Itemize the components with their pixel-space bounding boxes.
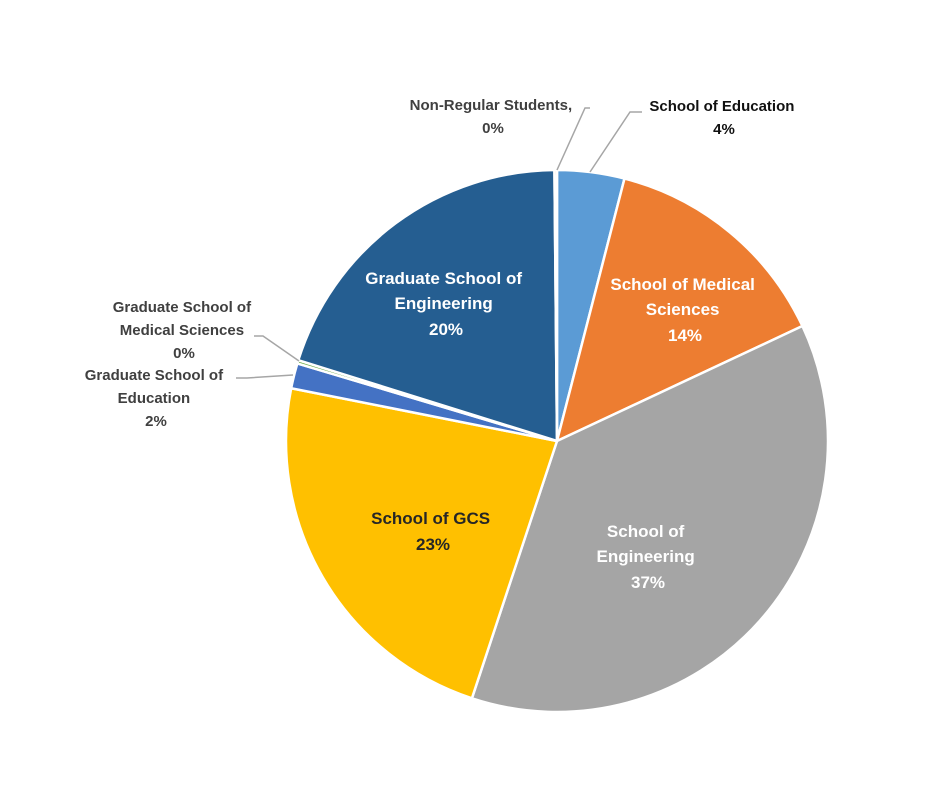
data-label-graduate-school-of-education: Graduate School of Education 2%	[85, 367, 228, 430]
data-label-school-of-gcs: School of GCS 23%	[371, 509, 495, 554]
leader-line-graduate-school-of-education	[236, 374, 294, 379]
pie-slice-school-of-engineering	[470, 324, 830, 714]
leader-line-non-regular-students	[556, 107, 590, 171]
data-label-school-of-medical-sciences: School of Medical Sciences 14%	[610, 275, 759, 345]
leader-lines	[236, 107, 642, 379]
data-label-graduate-school-of-education-line2: Education	[118, 390, 191, 407]
data-label-school-of-medical-sciences-pct: 14%	[668, 326, 702, 345]
data-label-graduate-school-of-engineering-line1: Graduate School of	[365, 269, 522, 288]
data-label-school-of-medical-sciences-line2: Sciences	[646, 300, 720, 319]
data-label-school-of-education: School of Education 4%	[649, 98, 798, 138]
data-label-school-of-engineering-pct: 37%	[631, 573, 665, 592]
data-label-school-of-gcs-pct: 23%	[416, 535, 450, 554]
data-label-non-regular-students-pct: 0%	[482, 120, 504, 137]
pie-slice-school-of-medical-sciences	[555, 177, 804, 443]
data-label-graduate-school-of-medical-sciences-line1: Graduate School of	[113, 299, 252, 316]
pie-slices	[284, 168, 830, 714]
data-label-non-regular-students-name: Non-Regular Students,	[410, 97, 573, 114]
data-label-non-regular-students: Non-Regular Students, 0%	[410, 97, 577, 137]
data-label-graduate-school-of-education-pct: 2%	[145, 413, 167, 430]
data-label-graduate-school-of-engineering: Graduate School of Engineering 20%	[365, 269, 527, 339]
data-label-graduate-school-of-medical-sciences: Graduate School of Medical Sciences 0%	[113, 299, 256, 362]
data-label-graduate-school-of-medical-sciences-pct: 0%	[173, 345, 195, 362]
leader-line-graduate-school-of-medical-sciences	[254, 335, 300, 362]
leader-line-school-of-education	[589, 111, 642, 173]
data-label-school-of-education-name: School of Education	[649, 98, 794, 115]
data-label-graduate-school-of-education-line1: Graduate School of	[85, 367, 224, 384]
data-label-school-of-medical-sciences-line1: School of Medical	[610, 275, 755, 294]
data-label-school-of-education-pct: 4%	[713, 121, 735, 138]
pie-slice-school-of-gcs	[284, 387, 559, 700]
data-label-graduate-school-of-engineering-pct: 20%	[429, 320, 463, 339]
data-label-school-of-engineering-line2: Engineering	[597, 547, 695, 566]
pie-slice-non-regular-students	[553, 168, 559, 443]
data-label-school-of-gcs-name: School of GCS	[371, 509, 490, 528]
data-label-graduate-school-of-engineering-line2: Engineering	[395, 294, 493, 313]
data-label-school-of-engineering-line1: School of	[607, 522, 685, 541]
data-labels: Non-Regular Students, 0% School of Educa…	[85, 97, 798, 592]
data-label-school-of-engineering: School of Engineering 37%	[597, 522, 700, 592]
data-label-graduate-school-of-medical-sciences-line2: Medical Sciences	[120, 322, 244, 339]
pie-slice-graduate-school-of-engineering	[297, 168, 559, 443]
